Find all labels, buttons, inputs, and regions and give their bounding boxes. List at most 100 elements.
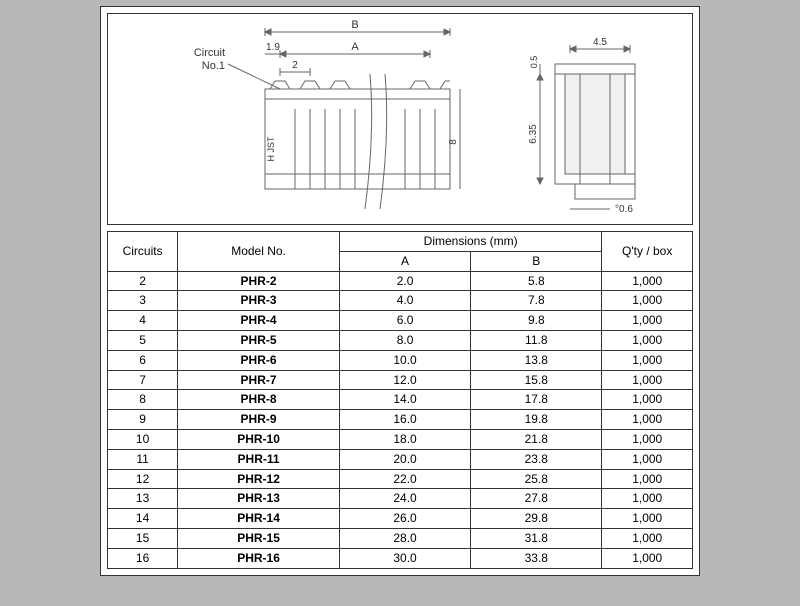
cell-circuits: 5 <box>108 330 178 350</box>
table-row: 13PHR-1324.027.81,000 <box>108 489 693 509</box>
table-row: 10PHR-1018.021.81,000 <box>108 429 693 449</box>
cell-dim-a: 30.0 <box>339 548 470 568</box>
hjst-label: H JST <box>266 136 276 162</box>
cell-circuits: 7 <box>108 370 178 390</box>
cell-dim-b: 19.8 <box>471 410 602 430</box>
table-row: 12PHR-1222.025.81,000 <box>108 469 693 489</box>
dim-b-label: B <box>351 19 358 31</box>
cell-circuits: 3 <box>108 291 178 311</box>
cell-dim-a: 6.0 <box>339 311 470 331</box>
cell-model: PHR-12 <box>178 469 340 489</box>
cell-dim-b: 15.8 <box>471 370 602 390</box>
cell-qty: 1,000 <box>602 410 693 430</box>
dim-45-label: 4.5 <box>593 37 607 48</box>
cell-dim-b: 25.8 <box>471 469 602 489</box>
cell-dim-b: 9.8 <box>471 311 602 331</box>
cell-dim-a: 10.0 <box>339 350 470 370</box>
dim-06-label: °0.6 <box>615 204 633 215</box>
cell-dim-a: 16.0 <box>339 410 470 430</box>
cell-dim-b: 17.8 <box>471 390 602 410</box>
table-row: 6PHR-610.013.81,000 <box>108 350 693 370</box>
cell-dim-a: 2.0 <box>339 271 470 291</box>
datasheet-container: B A 1.9 2 Circuit No.1 <box>100 6 700 576</box>
header-dim-b: B <box>471 251 602 271</box>
table-row: 15PHR-1528.031.81,000 <box>108 528 693 548</box>
cell-dim-b: 5.8 <box>471 271 602 291</box>
cell-qty: 1,000 <box>602 330 693 350</box>
cell-qty: 1,000 <box>602 449 693 469</box>
cell-circuits: 16 <box>108 548 178 568</box>
connector-drawing: B A 1.9 2 Circuit No.1 <box>108 14 692 224</box>
cell-model: PHR-2 <box>178 271 340 291</box>
cell-circuits: 12 <box>108 469 178 489</box>
cell-qty: 1,000 <box>602 489 693 509</box>
cell-dim-b: 27.8 <box>471 489 602 509</box>
cell-circuits: 6 <box>108 350 178 370</box>
cell-circuits: 15 <box>108 528 178 548</box>
cell-model: PHR-16 <box>178 548 340 568</box>
cell-dim-a: 14.0 <box>339 390 470 410</box>
cell-circuits: 8 <box>108 390 178 410</box>
cell-dim-b: 33.8 <box>471 548 602 568</box>
cell-dim-a: 12.0 <box>339 370 470 390</box>
cell-model: PHR-7 <box>178 370 340 390</box>
cell-dim-a: 20.0 <box>339 449 470 469</box>
dimensions-table: Circuits Model No. Dimensions (mm) Q'ty … <box>107 231 693 569</box>
table-row: 7PHR-712.015.81,000 <box>108 370 693 390</box>
cell-dim-a: 8.0 <box>339 330 470 350</box>
dim-635-label: 6.35 <box>528 124 539 144</box>
header-model: Model No. <box>178 232 340 272</box>
cell-circuits: 13 <box>108 489 178 509</box>
header-dim-a: A <box>339 251 470 271</box>
circuit-no: No.1 <box>202 60 225 72</box>
cell-circuits: 4 <box>108 311 178 331</box>
cell-model: PHR-8 <box>178 390 340 410</box>
dim-19-label: 1.9 <box>266 42 280 53</box>
cell-model: PHR-6 <box>178 350 340 370</box>
cell-dim-b: 7.8 <box>471 291 602 311</box>
cell-circuits: 14 <box>108 509 178 529</box>
cell-model: PHR-11 <box>178 449 340 469</box>
table-row: 2PHR-22.05.81,000 <box>108 271 693 291</box>
cell-qty: 1,000 <box>602 548 693 568</box>
cell-dim-a: 26.0 <box>339 509 470 529</box>
cell-model: PHR-4 <box>178 311 340 331</box>
cell-dim-b: 11.8 <box>471 330 602 350</box>
cell-qty: 1,000 <box>602 390 693 410</box>
table-row: 14PHR-1426.029.81,000 <box>108 509 693 529</box>
cell-model: PHR-5 <box>178 330 340 350</box>
cell-qty: 1,000 <box>602 311 693 331</box>
table-row: 4PHR-46.09.81,000 <box>108 311 693 331</box>
cell-model: PHR-3 <box>178 291 340 311</box>
cell-circuits: 10 <box>108 429 178 449</box>
cell-dim-a: 28.0 <box>339 528 470 548</box>
cell-model: PHR-13 <box>178 489 340 509</box>
cell-qty: 1,000 <box>602 271 693 291</box>
cell-circuits: 11 <box>108 449 178 469</box>
header-circuits: Circuits <box>108 232 178 272</box>
cell-model: PHR-14 <box>178 509 340 529</box>
cell-qty: 1,000 <box>602 469 693 489</box>
table-row: 11PHR-1120.023.81,000 <box>108 449 693 469</box>
cell-dim-a: 4.0 <box>339 291 470 311</box>
cell-qty: 1,000 <box>602 509 693 529</box>
cell-model: PHR-9 <box>178 410 340 430</box>
cell-dim-b: 23.8 <box>471 449 602 469</box>
cell-dim-b: 29.8 <box>471 509 602 529</box>
cell-dim-b: 21.8 <box>471 429 602 449</box>
table-row: 9PHR-916.019.81,000 <box>108 410 693 430</box>
cell-dim-b: 13.8 <box>471 350 602 370</box>
technical-diagram: B A 1.9 2 Circuit No.1 <box>107 13 693 225</box>
dim-2-label: 2 <box>292 60 298 71</box>
cell-qty: 1,000 <box>602 370 693 390</box>
cell-circuits: 2 <box>108 271 178 291</box>
cell-qty: 1,000 <box>602 291 693 311</box>
cell-model: PHR-15 <box>178 528 340 548</box>
circuit-label: Circuit <box>194 47 225 59</box>
dim-a-label: A <box>351 41 359 53</box>
header-dimensions: Dimensions (mm) <box>339 232 601 252</box>
cell-dim-a: 18.0 <box>339 429 470 449</box>
header-qty: Q'ty / box <box>602 232 693 272</box>
table-row: 8PHR-814.017.81,000 <box>108 390 693 410</box>
cell-dim-b: 31.8 <box>471 528 602 548</box>
